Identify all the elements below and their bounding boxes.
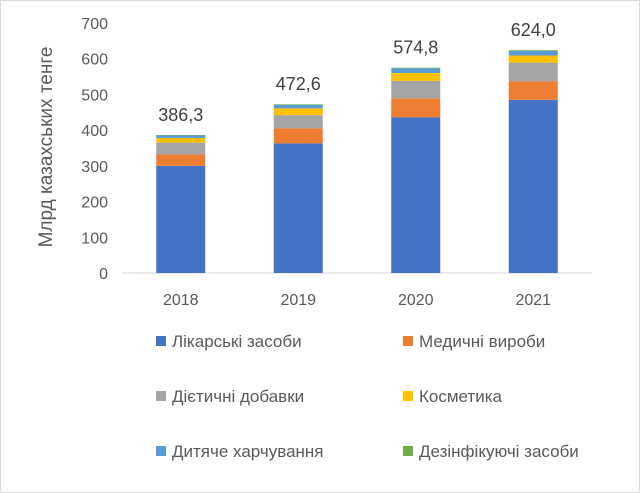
y-tick-label: 500 [81, 87, 108, 104]
legend-swatch [156, 336, 166, 346]
legend-swatch [403, 391, 413, 401]
total-label: 574,8 [393, 38, 438, 58]
bar-segment [391, 73, 441, 81]
x-tick-label: 2020 [398, 292, 434, 309]
legend-label: Дезінфікуючі засоби [419, 442, 579, 461]
bar-segment [156, 135, 206, 138]
legend-swatch [156, 446, 166, 456]
legend-label: Дієтичні добавки [172, 387, 304, 406]
total-labels: 386,3 472,6 574,8 624,0 [158, 20, 556, 125]
y-tick-label: 300 [81, 159, 108, 176]
bar-segment [156, 154, 206, 166]
bar-segment [508, 50, 558, 51]
y-tick-label: 0 [99, 266, 108, 283]
bar-segment [508, 62, 558, 82]
x-tick-label: 2019 [280, 292, 316, 309]
bar-segment [273, 128, 323, 144]
legend-swatch [403, 336, 413, 346]
legend-label: Косметика [419, 387, 503, 406]
total-label: 624,0 [511, 20, 556, 40]
bars [156, 50, 558, 274]
bar-segment [391, 117, 441, 274]
x-tick-label: 2021 [515, 292, 551, 309]
bar-segment [273, 115, 323, 129]
x-tick-label: 2018 [163, 292, 199, 309]
total-label: 386,3 [158, 105, 203, 125]
bar-segment [273, 143, 323, 273]
y-tick-label: 400 [81, 123, 108, 140]
y-axis-title: Млрд казахських тенге [36, 47, 57, 248]
bar-segment [391, 67, 441, 69]
bar-segment [391, 68, 441, 73]
bar-segment [273, 104, 323, 105]
legend: Лікарські засоби Медичні вироби Дієтичні д… [156, 332, 579, 461]
legend-label: Дитяче харчування [172, 442, 324, 461]
y-tick-label: 700 [81, 16, 108, 33]
bar-segment [508, 55, 558, 63]
legend-swatch [403, 446, 413, 456]
bar-segment [508, 81, 558, 100]
bar-segment [156, 142, 206, 155]
y-tick-label: 600 [81, 52, 108, 69]
legend-label: Лікарські засоби [172, 332, 302, 351]
bar-segment [273, 108, 323, 116]
bar-segment [391, 80, 441, 99]
bar-segment [273, 104, 323, 109]
bar-segment [508, 99, 558, 274]
x-axis-ticks: 2018 2019 2020 2021 [163, 292, 551, 309]
bar-segment [508, 50, 558, 56]
y-tick-label: 200 [81, 195, 108, 212]
y-tick-label: 100 [81, 230, 108, 247]
bar-segment [156, 165, 206, 273]
legend-label: Медичні вироби [419, 332, 545, 351]
legend-swatch [156, 391, 166, 401]
bar-segment [156, 138, 206, 143]
total-label: 472,6 [276, 74, 321, 94]
bar-segment [391, 98, 441, 118]
y-axis-ticks: 0 100 200 300 400 500 600 700 [81, 16, 108, 283]
